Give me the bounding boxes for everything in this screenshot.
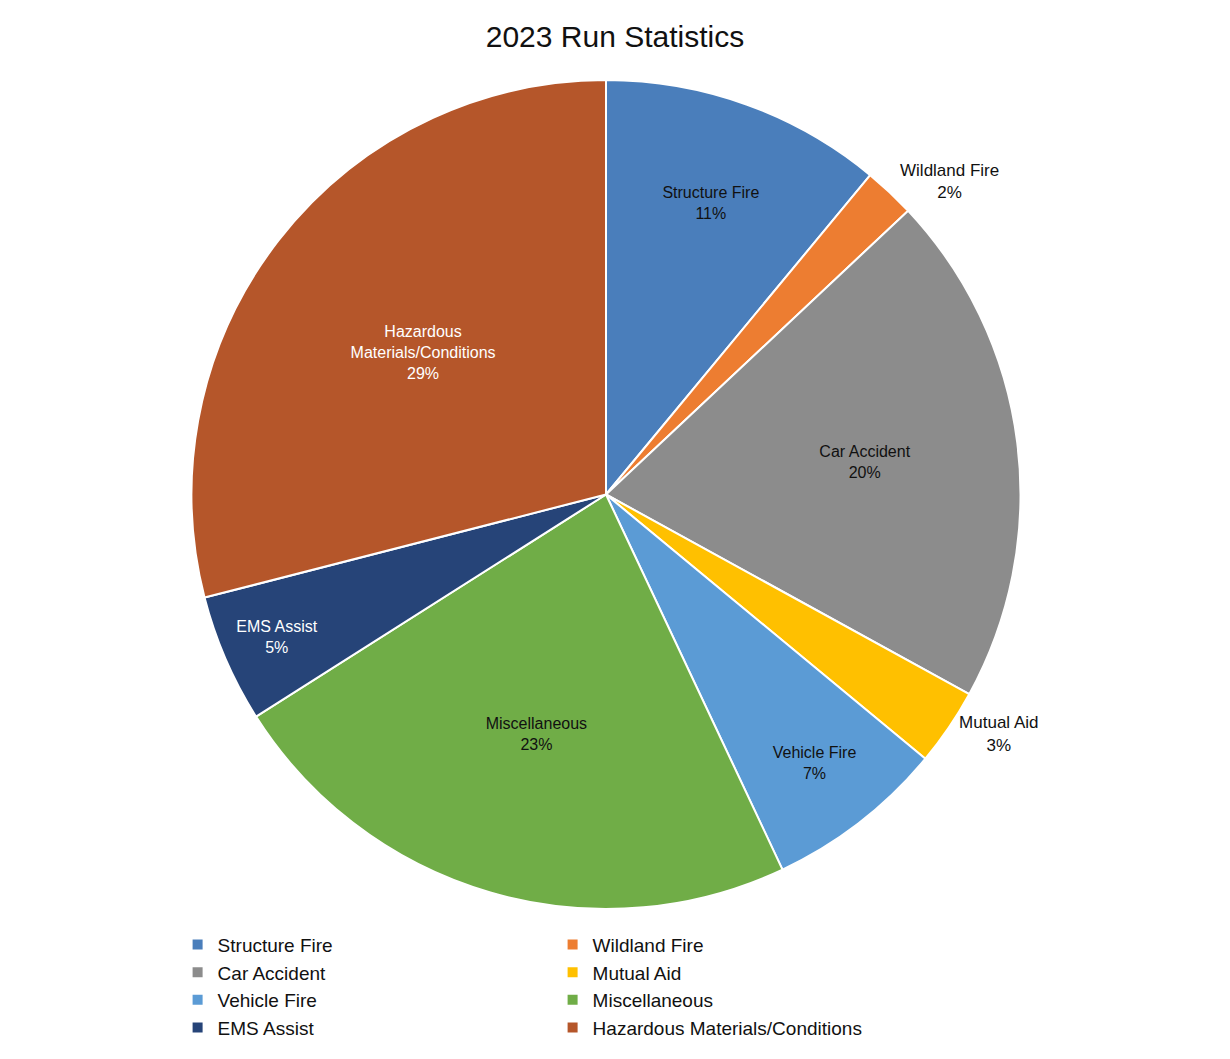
svg-text:Miscellaneous23%: Miscellaneous23% bbox=[486, 715, 587, 753]
svg-text:Car Accident: Car Accident bbox=[218, 963, 326, 984]
svg-text:EMS Assist: EMS Assist bbox=[218, 1018, 315, 1039]
svg-text:HazardousMaterials/Conditions2: HazardousMaterials/Conditions29% bbox=[351, 323, 496, 382]
svg-text:Structure Fire11%: Structure Fire11% bbox=[662, 184, 759, 222]
svg-text:EMS Assist5%: EMS Assist5% bbox=[236, 618, 317, 656]
svg-text:Structure Fire: Structure Fire bbox=[218, 935, 333, 956]
svg-text:Vehicle Fire: Vehicle Fire bbox=[218, 990, 317, 1011]
svg-text:Miscellaneous: Miscellaneous bbox=[593, 990, 713, 1011]
svg-text:Vehicle Fire7%: Vehicle Fire7% bbox=[773, 744, 857, 782]
svg-text:Mutual Aid: Mutual Aid bbox=[593, 963, 682, 984]
svg-text:Car Accident20%: Car Accident20% bbox=[819, 443, 910, 481]
svg-text:Wildland Fire2%: Wildland Fire2% bbox=[900, 161, 999, 202]
svg-text:Wildland Fire: Wildland Fire bbox=[593, 935, 704, 956]
svg-text:Hazardous Materials/Conditions: Hazardous Materials/Conditions bbox=[593, 1018, 862, 1039]
svg-text:Mutual Aid3%: Mutual Aid3% bbox=[959, 713, 1038, 754]
svg-text:2023 Run Statistics: 2023 Run Statistics bbox=[486, 20, 744, 53]
